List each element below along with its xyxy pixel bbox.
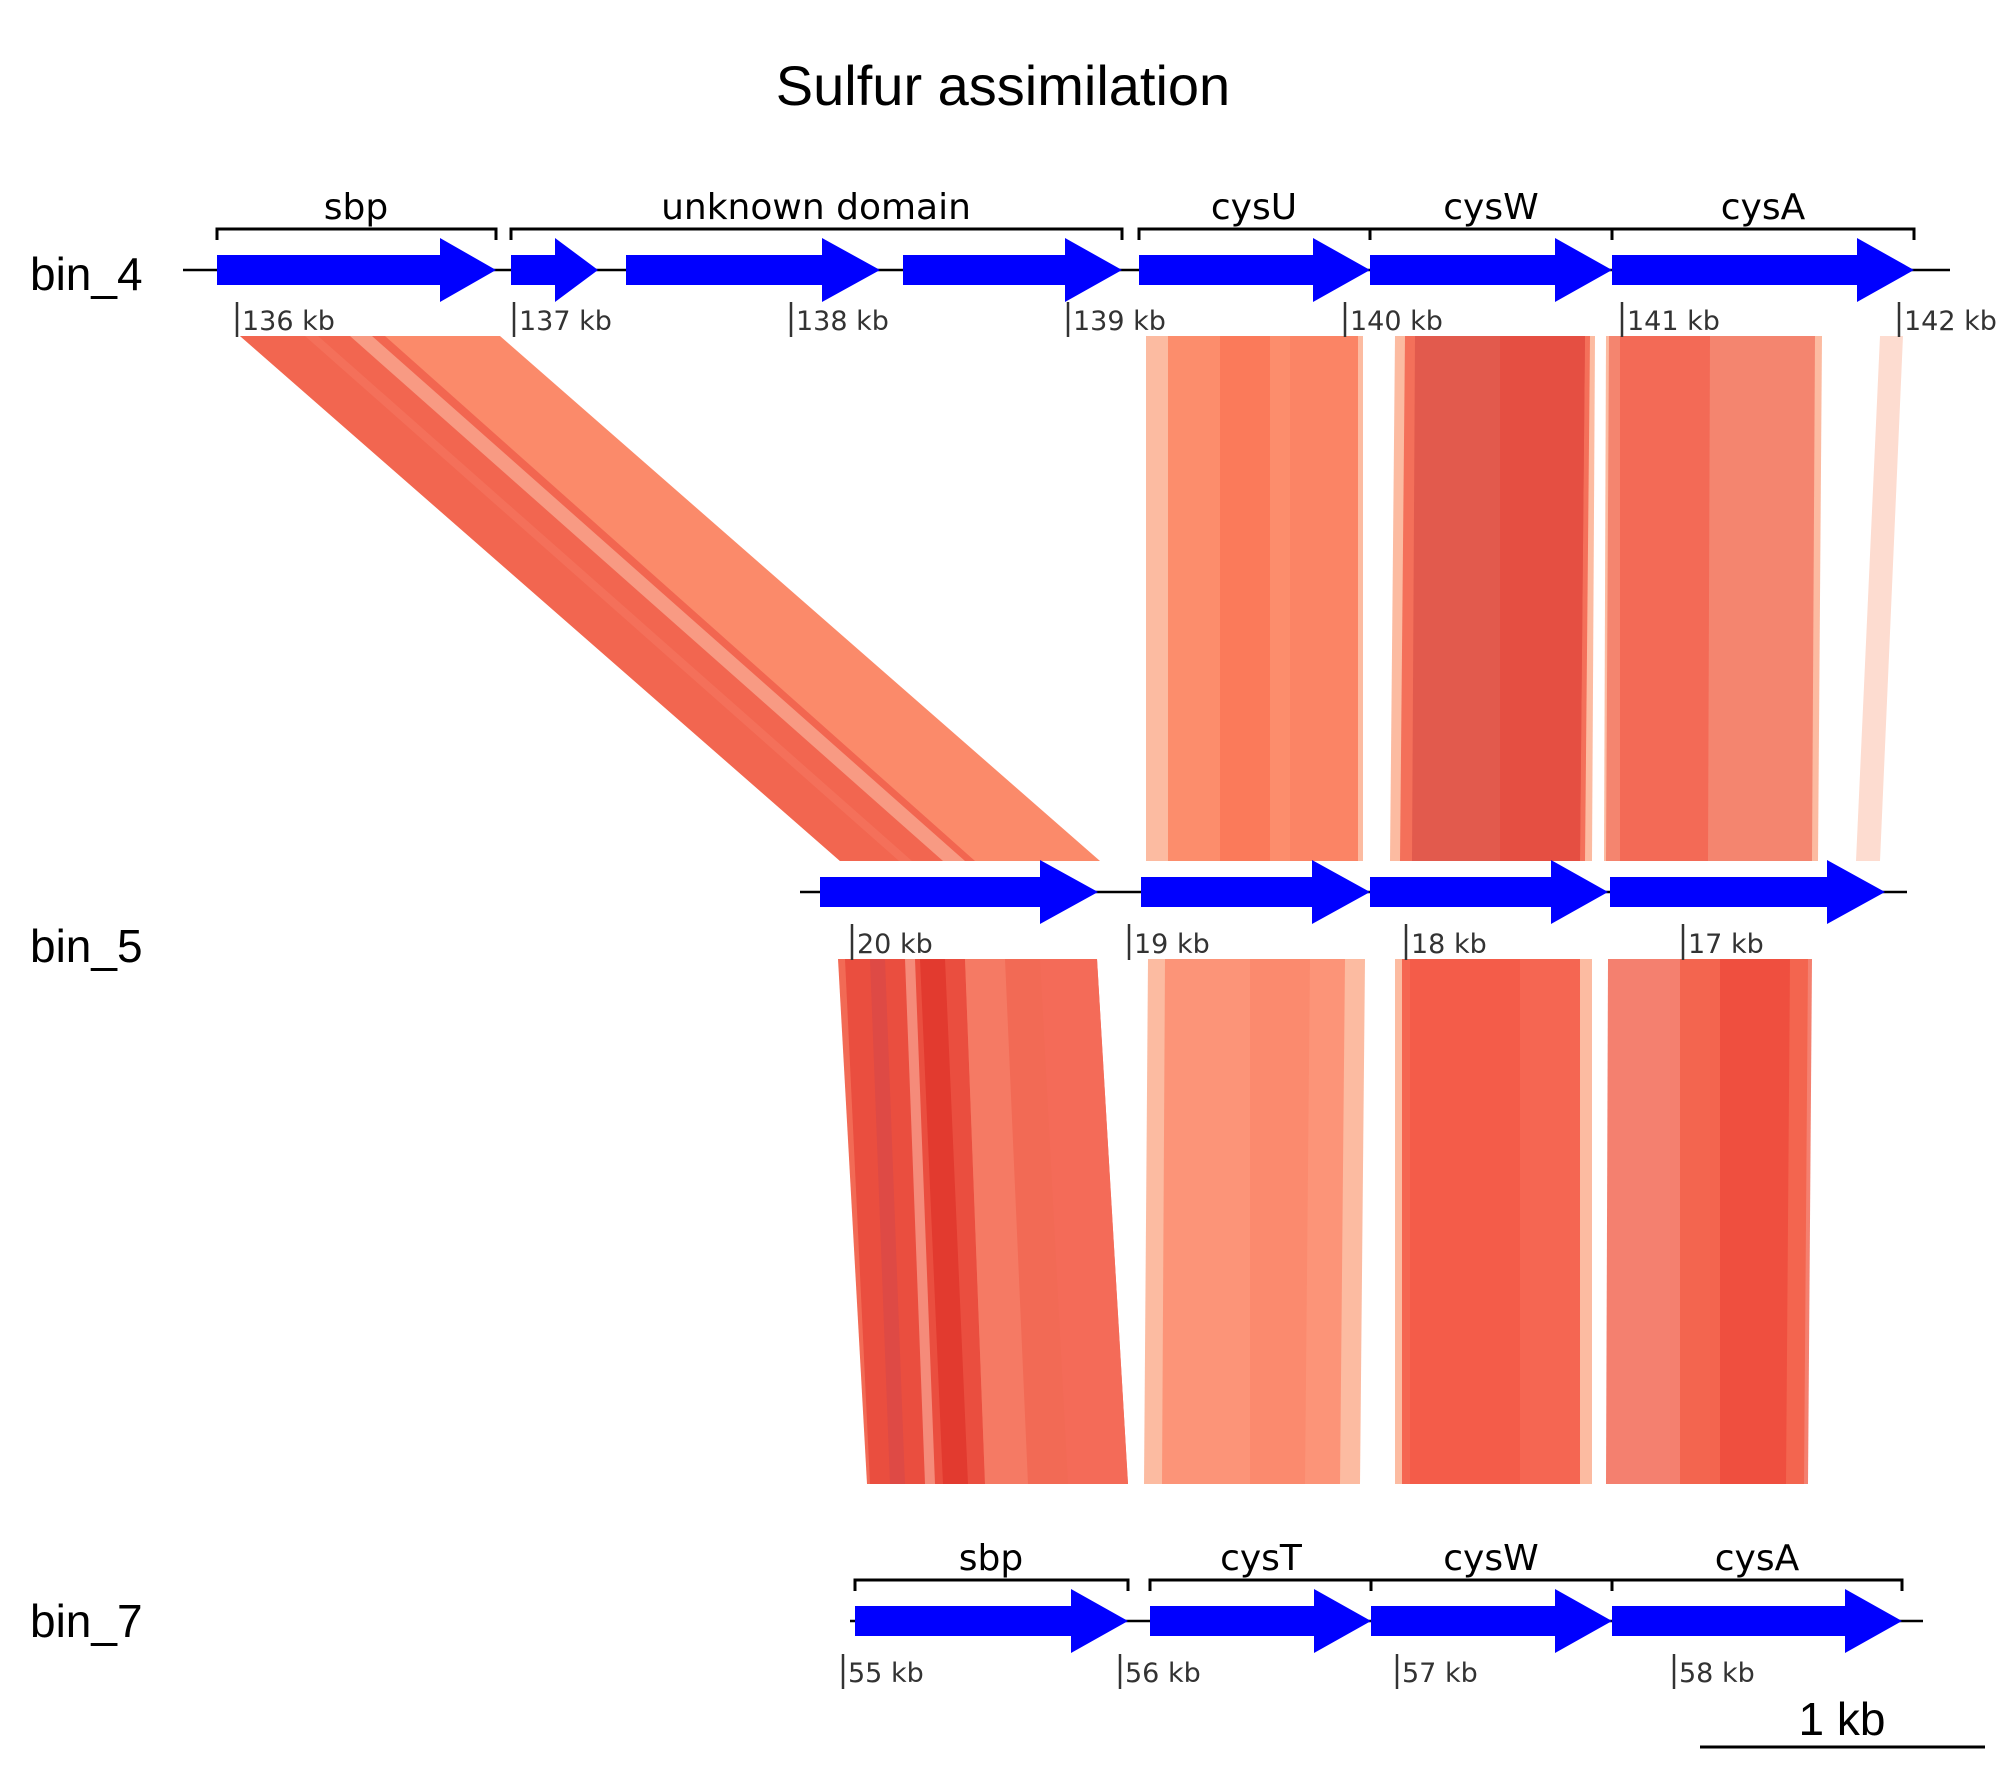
group-label: cysW [1443, 187, 1538, 228]
ribbon [905, 959, 935, 1484]
group-label: unknown domain [661, 187, 971, 228]
tick-label: 136 kb [242, 306, 335, 337]
ribbon [965, 959, 1028, 1484]
gene-arrow [511, 238, 598, 302]
track-label: bin_7 [30, 1595, 143, 1647]
ribbon [1720, 959, 1790, 1484]
track-bin-4: bin_4 sbp unknown domain cysU cysW cysA [30, 187, 1997, 337]
track-label: bin_5 [30, 920, 143, 972]
track-bin-7: bin_7 sbp cysT cysW cysA 55 kb 56 kb 57 … [30, 1538, 1923, 1689]
bracket-cysA [1610, 1578, 1904, 1591]
group-brackets [853, 1578, 1904, 1591]
gene-arrows [820, 860, 1885, 924]
tick-label: 137 kb [519, 306, 612, 337]
tick-label: 58 kb [1679, 1658, 1755, 1689]
gene-arrow [626, 238, 880, 302]
bracket-cysW [1368, 227, 1614, 240]
gene-arrows [855, 1589, 1902, 1653]
gene-arrow [855, 1589, 1128, 1653]
ribbon [305, 336, 912, 861]
ribbon [1500, 336, 1585, 861]
bracket-sbp [853, 1578, 1130, 1591]
bracket-unknown-domain [509, 227, 1124, 240]
group-label: sbp [959, 1538, 1023, 1579]
group-label: cysT [1220, 1538, 1303, 1579]
ticks [235, 302, 1901, 337]
gene-arrow [820, 860, 1098, 924]
gene-arrow [1370, 238, 1612, 302]
bracket-cysA [1610, 227, 1916, 240]
tick-label: 20 kb [857, 929, 933, 960]
bracket-cysT [1148, 1578, 1373, 1591]
group-label: cysA [1721, 187, 1806, 228]
figure-title: Sulfur assimilation [776, 54, 1230, 117]
gene-arrow [1150, 1589, 1371, 1653]
tick-label: 19 kb [1134, 929, 1210, 960]
tick-label: 138 kb [796, 306, 889, 337]
bracket-cysU [1137, 227, 1372, 240]
ribbon [1290, 336, 1358, 861]
tick-label: 140 kb [1350, 306, 1443, 337]
ribbon [1250, 959, 1310, 1484]
tick-label: 56 kb [1125, 1658, 1201, 1689]
ribbon [1620, 336, 1710, 861]
tick-label: 57 kb [1402, 1658, 1478, 1689]
ribbon [350, 336, 965, 861]
ribbon [1856, 336, 1903, 861]
group-label: sbp [324, 187, 388, 228]
ticks [841, 1654, 1676, 1689]
gene-arrow [1139, 238, 1370, 302]
gene-arrow [1612, 1589, 1902, 1653]
track-bin-5: bin_5 20 kb 19 kb 18 kb 17 kb [30, 860, 1907, 972]
ticks [850, 924, 1685, 960]
tick-label: 139 kb [1073, 306, 1166, 337]
ribbon [1410, 959, 1520, 1484]
comparison-ribbons-bin4-bin5 [240, 336, 1903, 861]
gene-arrow [217, 238, 496, 302]
scale-bar: 1 kb [1700, 1693, 1985, 1749]
tick-label: 142 kb [1904, 306, 1997, 337]
tick-label: 17 kb [1688, 929, 1764, 960]
group-label: cysU [1211, 187, 1297, 228]
track-label: bin_4 [30, 248, 143, 300]
group-label: cysA [1715, 1538, 1800, 1579]
gene-arrow [1610, 860, 1885, 924]
gene-arrows [217, 238, 1914, 302]
group-brackets [215, 227, 1916, 240]
ribbon [870, 959, 905, 1484]
gene-arrow [1141, 860, 1370, 924]
tick-label: 141 kb [1627, 306, 1720, 337]
scale-bar-label: 1 kb [1799, 1693, 1886, 1745]
bracket-sbp [215, 227, 498, 240]
gene-arrow [1371, 1589, 1612, 1653]
tick-label: 55 kb [848, 1658, 924, 1689]
ribbon [1040, 959, 1128, 1484]
tick-label: 18 kb [1411, 929, 1487, 960]
gene-arrow [1612, 238, 1914, 302]
group-label: cysW [1443, 1538, 1538, 1579]
bracket-cysW [1369, 1578, 1614, 1591]
gene-arrow [1370, 860, 1608, 924]
comparison-ribbons-bin5-bin7 [838, 959, 1812, 1484]
gene-arrow [903, 238, 1122, 302]
ribbon [1220, 336, 1270, 861]
ribbon [920, 959, 968, 1484]
